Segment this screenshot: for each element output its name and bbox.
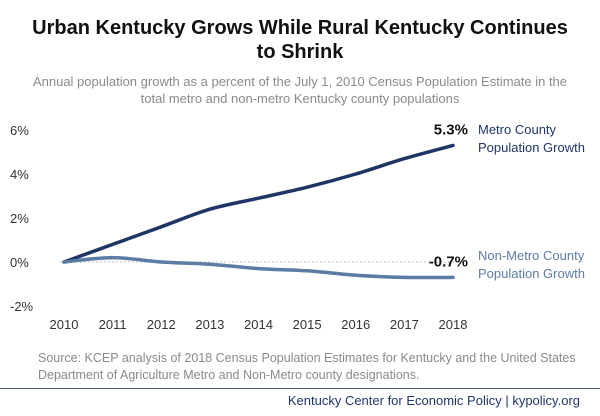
metro-growth-line bbox=[62, 143, 455, 264]
y-tick-label: 4% bbox=[10, 167, 29, 182]
footer-credit: Kentucky Center for Economic Policy | ky… bbox=[287, 393, 580, 408]
source-note: Source: KCEP analysis of 2018 Census Pop… bbox=[38, 351, 576, 382]
x-tick-label: 2015 bbox=[293, 317, 322, 332]
x-tick-label: 2013 bbox=[195, 317, 224, 332]
metro-series-label: Metro County bbox=[478, 122, 557, 137]
x-tick-label: 2014 bbox=[244, 317, 273, 332]
y-tick-label: 6% bbox=[10, 123, 29, 138]
non-metro-end-value: -0.7% bbox=[429, 253, 468, 270]
chart-subtitle: Annual population growth as a percent of… bbox=[32, 74, 568, 106]
non-metro-series-label: Non-Metro County bbox=[478, 248, 585, 263]
metro-series-label: Population Growth bbox=[478, 140, 585, 155]
y-tick-label: 0% bbox=[10, 255, 29, 270]
line-chart: -2% 0% 2% 4% 6% 2010 2011 2012 2013 2014 2015 2016… bbox=[10, 121, 585, 332]
x-tick-label: 2017 bbox=[390, 317, 419, 332]
y-tick-label: -2% bbox=[10, 299, 34, 314]
x-tick-label: 2016 bbox=[341, 317, 370, 332]
chart-title: Urban Kentucky Grows While Rural Kentuck… bbox=[32, 17, 568, 63]
x-tick-label: 2011 bbox=[99, 317, 127, 332]
footer-divider bbox=[0, 388, 600, 389]
y-tick-label: 2% bbox=[10, 211, 29, 226]
x-tick-label: 2012 bbox=[147, 317, 176, 332]
metro-end-value: 5.3% bbox=[434, 121, 468, 138]
x-tick-label: 2010 bbox=[50, 317, 79, 332]
non-metro-series-label: Population Growth bbox=[478, 266, 585, 281]
x-tick-label: 2018 bbox=[439, 317, 468, 332]
non-metro-growth-line bbox=[62, 255, 455, 280]
